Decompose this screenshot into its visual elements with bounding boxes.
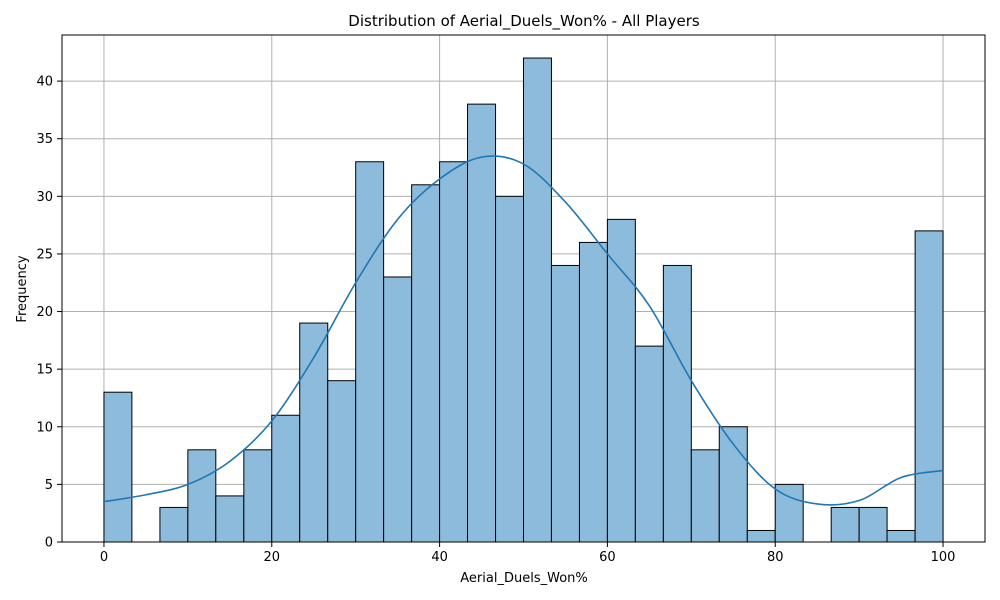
histogram-bar-17: [578, 241, 608, 543]
histogram-bar-22: [718, 426, 748, 543]
x-tick-label: 0: [100, 550, 108, 565]
histogram-bar-5: [243, 449, 273, 543]
y-tick-label: 25: [36, 247, 53, 262]
histogram-bar-12: [439, 161, 469, 543]
x-axis-ticks: 0 20 40 60 80 100: [100, 542, 956, 565]
histogram-bar-8: [327, 380, 357, 543]
histogram-bar-7: [299, 322, 329, 543]
x-tick-label: 20: [263, 550, 280, 565]
histogram-bar-26: [830, 506, 860, 543]
y-tick-label: 15: [36, 363, 53, 378]
y-tick-label: 40: [36, 75, 53, 90]
histogram-bar-29: [914, 230, 944, 543]
histogram-bar-0: [103, 391, 133, 543]
x-axis-label: Aerial_Duels_Won%: [460, 571, 587, 586]
histogram-bar-27: [858, 506, 888, 543]
histogram-bar-19: [634, 345, 664, 543]
histogram-bar-16: [550, 264, 580, 543]
histogram-bar-28: [886, 529, 916, 543]
histogram-bar-14: [495, 195, 524, 543]
x-tick-label: 40: [431, 550, 448, 565]
histogram-bar-21: [690, 449, 720, 543]
y-tick-label: 35: [36, 132, 53, 147]
histogram-bar-4: [215, 495, 245, 543]
histogram-bar-3: [187, 449, 217, 543]
y-tick-label: 10: [36, 420, 53, 435]
histogram-bar-20: [662, 264, 692, 543]
histogram-bar-13: [467, 103, 497, 543]
y-tick-label: 0: [45, 536, 53, 551]
histogram-bar-18: [606, 218, 636, 543]
x-tick-label: 80: [767, 550, 784, 565]
plot-frame: [61, 34, 986, 543]
histogram-bar-23: [746, 529, 776, 543]
y-tick-label: 30: [36, 190, 53, 205]
histogram-bar-9: [355, 161, 385, 543]
x-tick-label: 60: [599, 550, 616, 565]
kde-curve: [103, 155, 944, 506]
histogram-bar-24: [774, 483, 804, 543]
chart-title: Distribution of Aerial_Duels_Won% - All …: [348, 12, 700, 31]
y-axis-label: Frequency: [15, 255, 30, 322]
histogram-bar-2: [159, 506, 189, 543]
histogram-bar-15: [523, 57, 552, 543]
y-tick-label: 5: [45, 478, 53, 493]
histogram-bar-6: [271, 414, 301, 543]
histogram-bar-11: [411, 184, 441, 543]
histogram-bar-10: [383, 276, 413, 543]
x-tick-label: 100: [931, 550, 956, 565]
histogram-bars: [103, 57, 944, 543]
y-tick-label: 20: [36, 305, 53, 320]
y-axis-ticks: 0 5 10 15 20 25 30 35 40: [36, 75, 62, 551]
